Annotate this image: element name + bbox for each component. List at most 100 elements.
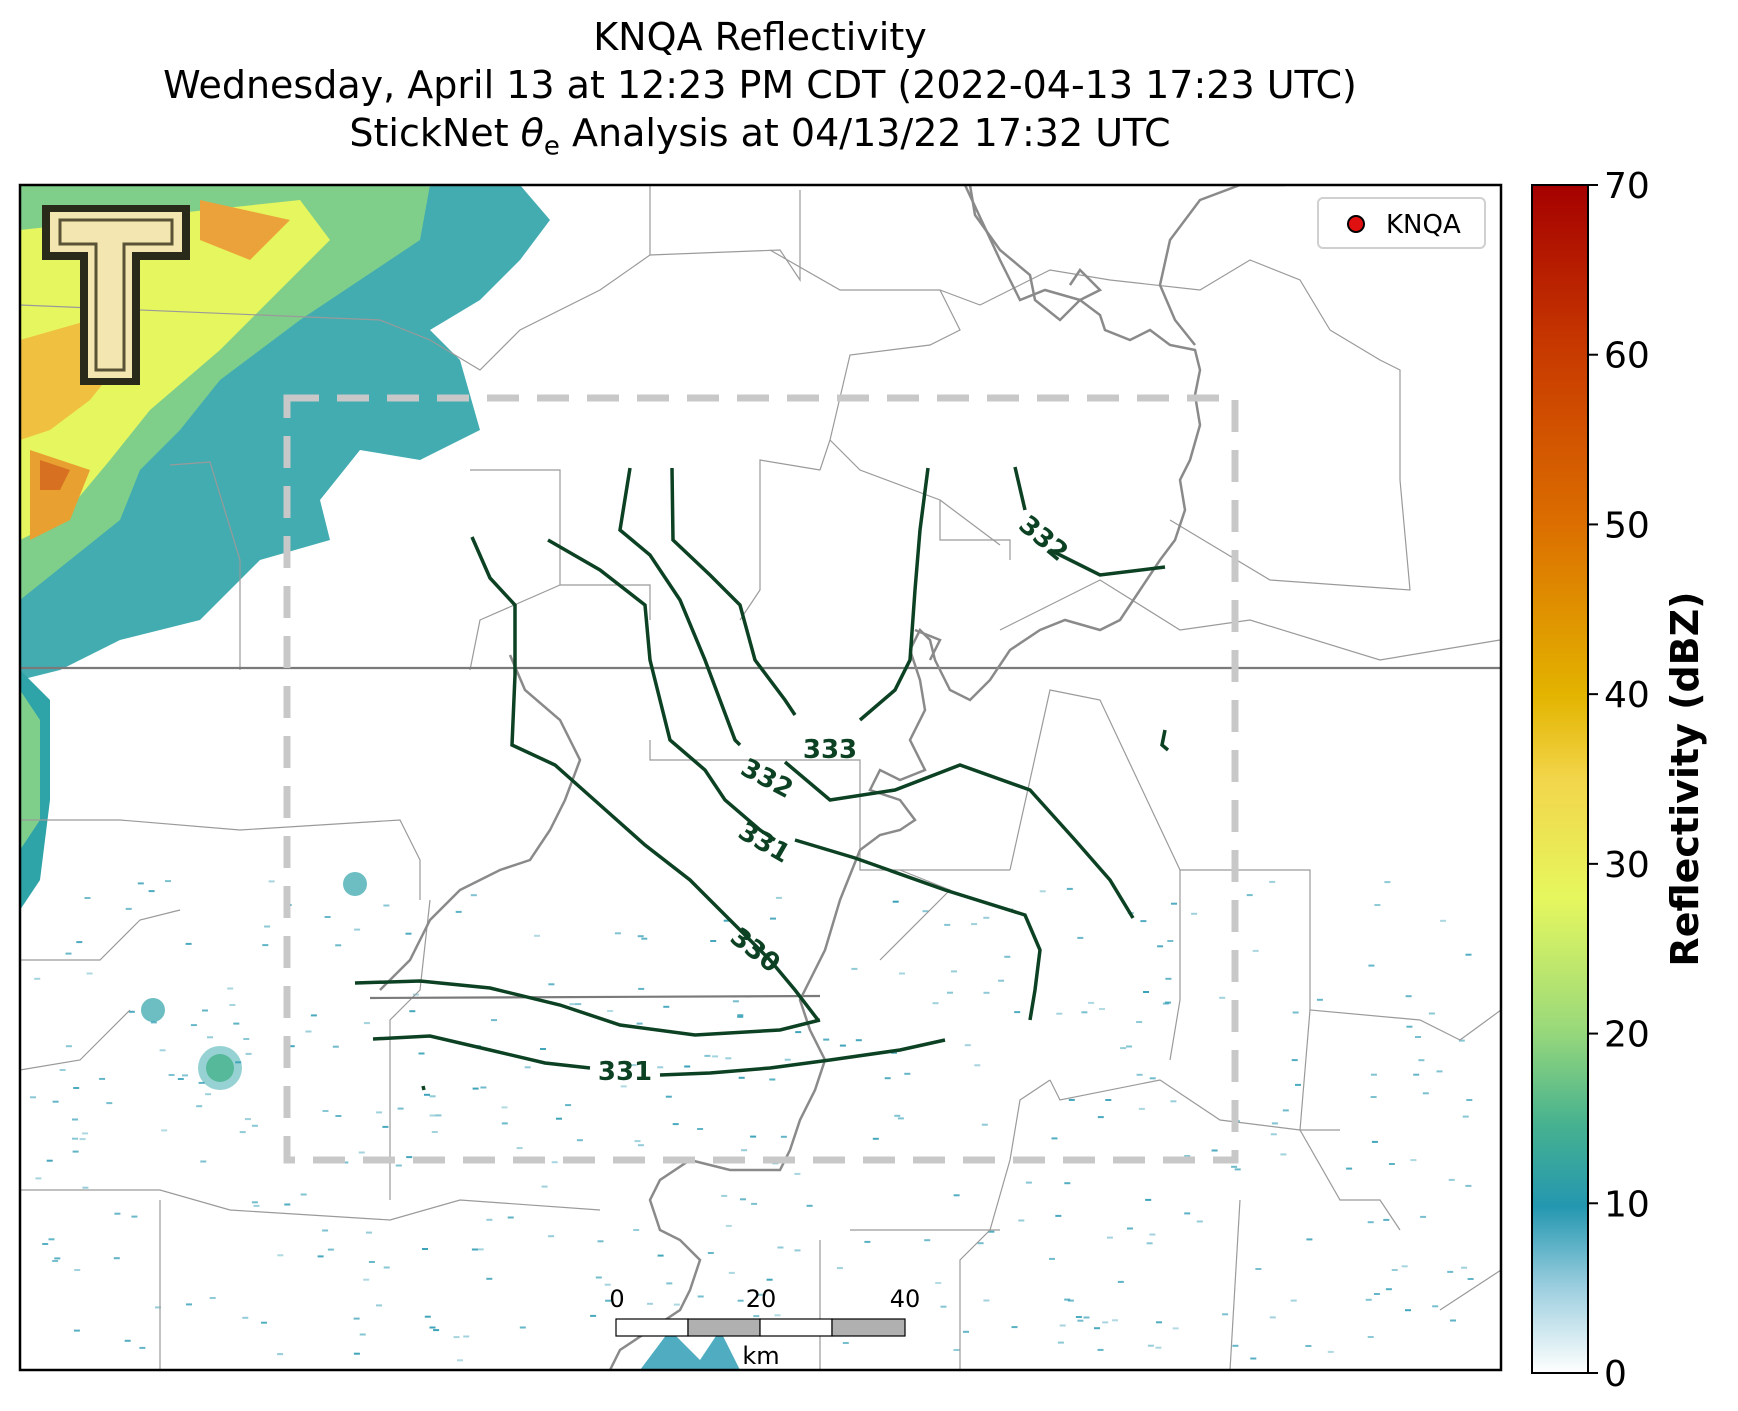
echo-speck: [288, 1045, 295, 1048]
county-boundaries: [20, 185, 1501, 1370]
echo-speck: [368, 1261, 375, 1263]
echo-speck: [769, 1078, 776, 1081]
echo-speck: [300, 1193, 307, 1196]
echo-speck: [507, 1216, 514, 1219]
echo-speck: [595, 1276, 602, 1279]
echo-speck: [1138, 1107, 1145, 1110]
reflectivity-speckle: [30, 880, 1474, 1362]
echo-speck: [358, 1151, 365, 1154]
echo-speck: [721, 1194, 728, 1197]
echo-speck: [409, 1010, 416, 1013]
echo-speck: [185, 942, 192, 945]
echo-speck: [470, 894, 477, 897]
echo-speck: [1447, 1270, 1454, 1273]
echo-speck: [383, 904, 390, 907]
echo-speck: [1170, 1100, 1177, 1103]
echo-speck: [766, 1278, 773, 1281]
echo-speck: [1246, 894, 1253, 897]
echo-speck: [1371, 1140, 1378, 1143]
echo-speck: [1004, 955, 1011, 958]
echo-speck: [128, 1010, 135, 1013]
echo-speck: [1461, 1266, 1468, 1269]
echo-speck: [310, 1014, 317, 1017]
echo-speck: [431, 1131, 438, 1133]
echo-speck: [575, 1003, 582, 1006]
echo-speck: [953, 1349, 960, 1351]
echo-speck: [519, 1326, 526, 1329]
echo-speck: [65, 1045, 72, 1048]
echo-speck: [1057, 1341, 1064, 1344]
echo-speck: [82, 1132, 89, 1135]
echo-speck: [182, 1074, 188, 1077]
echo-speck: [590, 1314, 597, 1317]
echo-speck: [1306, 1238, 1313, 1241]
echo-speck: [1420, 1215, 1427, 1218]
echo-speck: [1440, 919, 1447, 922]
echo-speck: [1219, 996, 1226, 999]
echo-speck: [277, 1254, 284, 1257]
echo-speck: [738, 1076, 745, 1079]
echo-speck: [1143, 991, 1149, 993]
contour-label: 330: [724, 922, 785, 979]
echo-speck: [73, 1087, 80, 1089]
echo-speck: [322, 1110, 329, 1112]
echo-speck: [633, 1229, 640, 1231]
echo-speck: [34, 977, 41, 980]
scale-tick-label: 20: [746, 1285, 777, 1313]
echo-speck: [471, 1248, 478, 1251]
echo-speck: [422, 1248, 428, 1250]
echo-speck: [665, 1095, 672, 1098]
echo-speck: [148, 890, 155, 893]
echo-speck: [1368, 964, 1375, 967]
echo-speck: [1373, 1293, 1380, 1295]
echo-speck: [1270, 1133, 1277, 1136]
echo-speck: [72, 1118, 78, 1121]
echo-speck: [30, 1096, 36, 1099]
echo-speck: [463, 1335, 470, 1338]
echo-speck: [335, 1115, 342, 1117]
theta-symbol: θ: [520, 111, 544, 155]
echo-speck: [1068, 1098, 1075, 1101]
echo-speck: [395, 1164, 402, 1167]
echo-speck: [114, 1212, 121, 1215]
echo-speck: [74, 1269, 81, 1271]
echo-speck: [548, 1235, 555, 1238]
echo-speck: [657, 1254, 664, 1257]
echo-speck: [540, 1048, 546, 1050]
echo-speck: [1172, 1327, 1179, 1330]
echo-speck: [1292, 1011, 1299, 1014]
echo-speck: [673, 1303, 680, 1306]
echo-speck: [177, 1078, 184, 1080]
echo-speck: [472, 1087, 479, 1090]
echo-speck: [200, 1160, 207, 1163]
echo-speck: [322, 1229, 329, 1232]
echo-speck: [327, 1248, 334, 1251]
echo-speck: [1448, 1178, 1455, 1181]
echo-speck: [707, 1252, 714, 1254]
echo-speck: [1171, 902, 1177, 905]
echo-speck: [894, 1114, 901, 1117]
scale-tick-label: 40: [890, 1285, 921, 1313]
theta-e-contours: [354, 466, 1170, 1091]
echo-speck: [1149, 1233, 1156, 1236]
echo-speck: [697, 1128, 704, 1130]
echo-speck: [541, 1185, 548, 1188]
title-line-2: Wednesday, April 13 at 12:23 PM CDT (202…: [163, 63, 1357, 107]
echo-speck: [1466, 1099, 1473, 1101]
echo-speck: [457, 1359, 463, 1362]
echo-speck: [597, 1240, 604, 1243]
echo-speck: [429, 1326, 436, 1329]
echo-speck: [732, 1000, 739, 1003]
echo-speck: [1383, 1218, 1390, 1221]
echo-speck: [712, 1055, 719, 1058]
echo-speck: [1370, 1096, 1377, 1098]
echo-speck: [1014, 1011, 1021, 1014]
echo-speck: [1147, 1344, 1154, 1347]
echo-speck: [1384, 881, 1391, 884]
colorbar-tick-label: 10: [1604, 1184, 1650, 1225]
echo-speck: [383, 1266, 390, 1269]
echo-speck: [324, 916, 331, 918]
echo-speck: [406, 1156, 413, 1159]
echo-speck: [453, 1336, 460, 1339]
